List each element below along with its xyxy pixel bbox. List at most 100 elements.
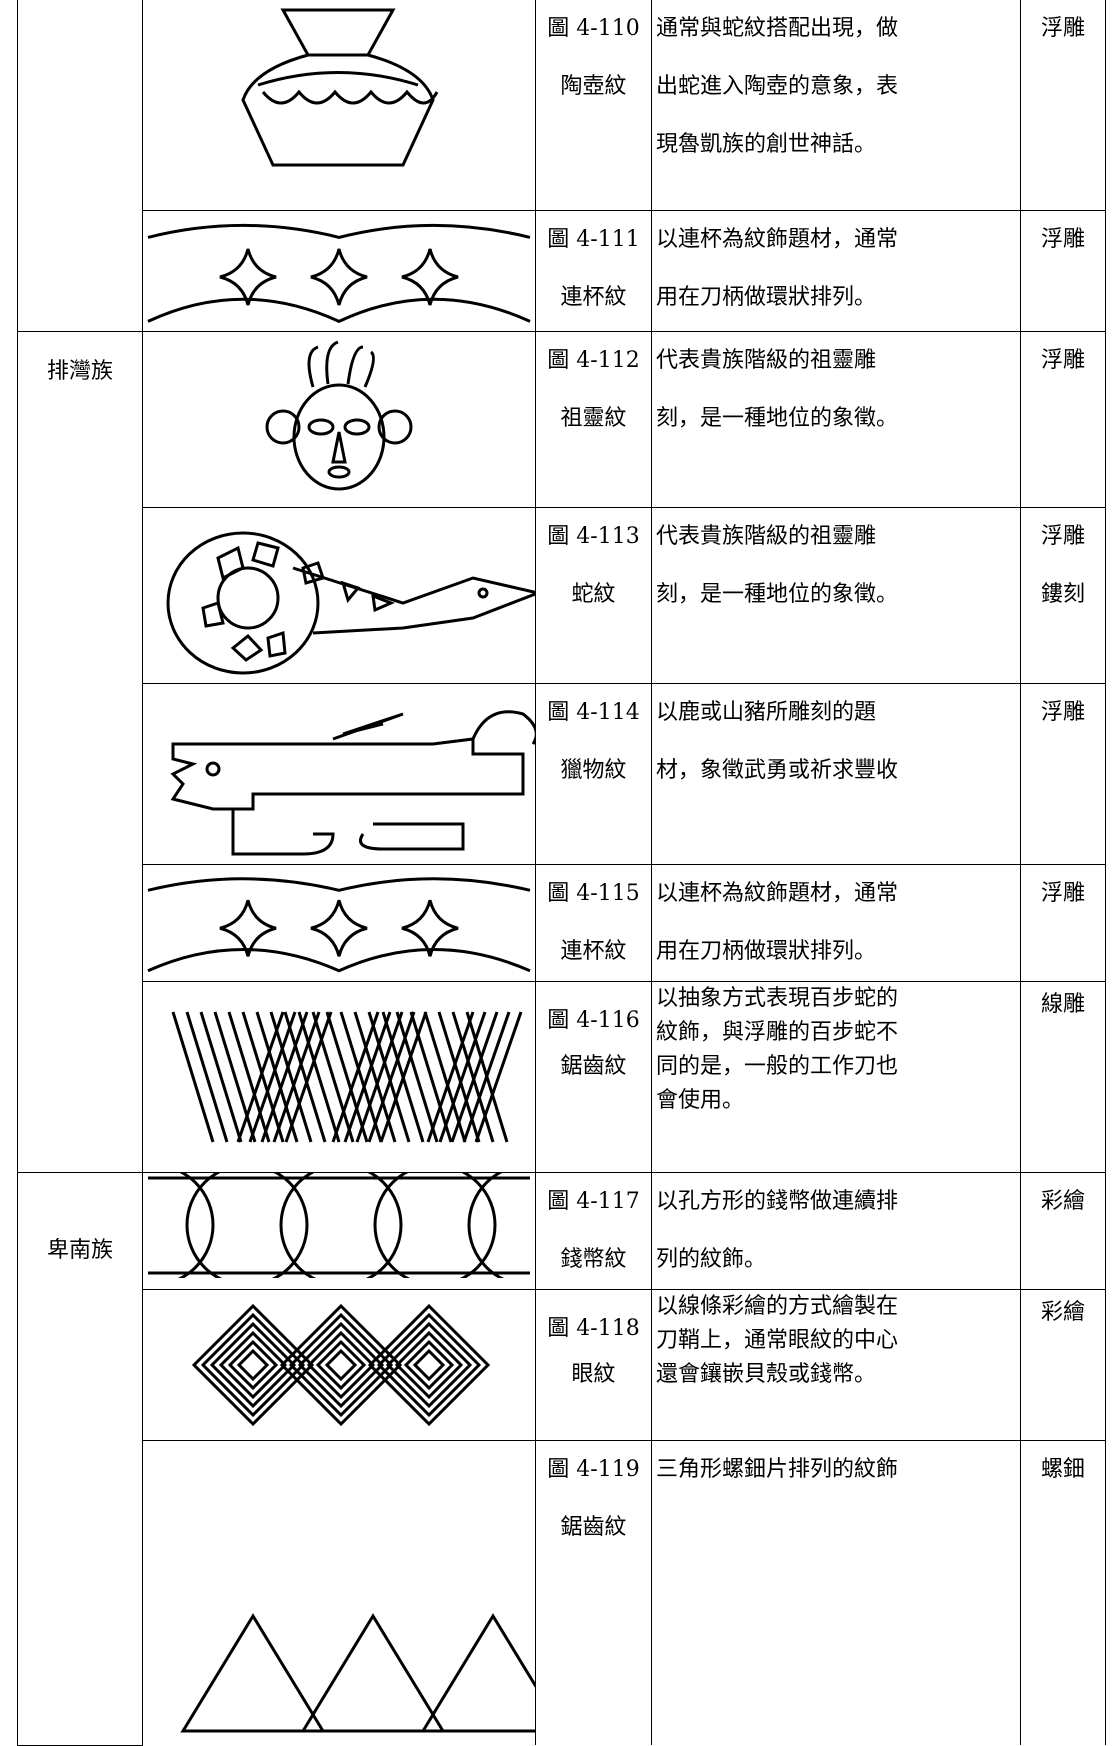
description-cell: 以孔方形的錢幣做連續排 列的紋飾。 [651,1172,1021,1290]
pattern-icon [148,1173,530,1278]
text-line: 圖 4-118 [547,1316,640,1341]
icon-stroke [170,737,525,811]
icon-stroke [185,1173,309,1278]
icon-stroke [331,1011,380,1143]
icon-stroke [403,1339,455,1391]
icon-stroke [471,710,535,745]
figure-cell: 圖 4-117 錢幣紋 [535,1172,652,1290]
icon-stroke [209,1321,297,1409]
icon-stroke [288,1312,394,1418]
text-line: 圖 4-111 [547,227,640,252]
text-line: 浮雕 [1040,700,1085,725]
icon-stroke [401,899,459,957]
icon-stroke [477,587,489,599]
table-row: 排灣族圖 4-112 祖靈紋 代表貴族階級的祖靈雕 刻，是一種地位的象徵。 浮雕 [17,331,1106,1173]
icon-stroke [438,1011,487,1143]
text-line: 圖 4-112 [547,348,640,373]
figure-cell: 圖 4-110 陶壺紋 [535,0,652,211]
icon-stroke [219,899,277,957]
icon-stroke [227,1011,271,1143]
icon-stroke [231,809,465,856]
icon-stroke [426,1011,475,1143]
pattern-table: 圖 4-110 陶壺紋 通常與蛇紋搭配出現，做 出蛇進入陶壺的意象，表 現魯凱族的創世神… [17,0,1106,1746]
icon-stroke [385,1321,473,1409]
technique-cell: 浮雕 [1020,331,1106,508]
icon-stroke [331,431,347,464]
table-row: 圖 4-111 連杯紋 以連杯為紋飾題材，通常 用在刀柄做環狀排列。 浮雕 [18,210,1106,332]
technique-cell: 浮雕 [1020,210,1106,332]
text-line: 以孔方形的錢幣做連續排 [656,1189,899,1214]
text-line: 獵物紋 [560,758,627,783]
text-line: 祖靈紋 [560,406,627,431]
text-line: 同的是，一般的工作刀也 [656,1054,899,1079]
text-line: 鋸齒紋 [560,1054,627,1079]
pattern-icon [170,710,535,856]
table-row: 圖 4-118 眼紋 以線條彩繪的方式繪製在 刀鞘上，通常眼紋的中心 還會鑲嵌貝殼或錢幣… [18,1289,1106,1441]
table-row: 圖 4-115 連杯紋 以連杯為紋飾題材，通常 用在刀柄做環狀排列。 浮雕 [18,864,1106,982]
text-line: 浮雕 [1040,348,1085,373]
icon-stroke [401,248,459,306]
icon-stroke [260,1011,309,1143]
icon-cell [142,210,536,332]
icon-stroke [310,248,368,306]
description-cell: 以線條彩繪的方式繪製在 刀鞘上，通常眼紋的中心 還會鑲嵌貝殼或錢幣。 [651,1289,1021,1441]
icon-cell [142,683,536,865]
icon-stroke [284,1011,333,1143]
text-line: 列的紋飾。 [656,1247,767,1272]
pattern-icon [265,340,413,491]
icon-stroke [343,1011,392,1143]
icon-stroke [265,409,301,445]
text-line: 鋸齒紋 [560,1515,627,1540]
text-line: 刻，是一種地位的象徵。 [656,406,899,431]
text-line: 圖 4-115 [547,881,640,906]
technique-cell: 螺鈿 [1020,1440,1106,1745]
icon-stroke [280,8,396,57]
icon-cell [142,331,536,508]
icon-stroke [395,1011,439,1143]
icon-stroke [147,948,531,973]
icon-stroke [266,630,287,658]
figure-cell: 圖 4-113 蛇紋 [535,507,652,684]
group-cell [17,0,143,332]
icon-stroke [379,1011,428,1143]
description-cell: 代表貴族階級的祖靈雕 刻，是一種地位的象徵。 [651,507,1021,684]
icon-stroke [166,531,320,675]
text-line: 連杯紋 [560,285,627,310]
text-line: 蛇紋 [571,582,616,607]
icon-cell [142,1289,536,1441]
icon-stroke [339,1011,383,1143]
icon-stroke [201,601,225,628]
icon-stroke [315,1339,367,1391]
figure-cell: 圖 4-114 獵物紋 [535,683,652,865]
text-line: 以抽象方式表現百步蛇的 [656,986,899,1011]
icon-stroke [177,1173,215,1278]
pattern-icon [147,877,531,973]
text-line: 以線條彩繪的方式繪製在 [656,1294,899,1319]
icon-stroke [257,71,419,87]
pattern-icon [171,1011,523,1143]
text-line: 圖 4-114 [547,700,640,725]
icon-stroke [147,223,531,239]
icon-stroke [241,1011,285,1143]
text-line: 會使用。 [656,1088,745,1113]
text-line: 材，象徵武勇或祈求豐收 [656,758,899,783]
icon-stroke [367,1011,416,1143]
icon-stroke [301,561,325,585]
icon-stroke [148,1176,530,1275]
pattern-icon [241,8,439,167]
text-line: 鏤刻 [1040,582,1085,607]
icon-stroke [255,1011,299,1143]
icon-stroke [199,1011,243,1143]
pattern-icon [147,223,531,324]
text-line: 圖 4-113 [547,524,640,549]
icon-stroke [272,1011,321,1143]
text-line: 以連杯為紋飾題材，通常 [656,227,899,252]
description-cell: 通常與蛇紋搭配出現，做 出蛇進入陶壺的意象，表 現魯凱族的創世神話。 [651,0,1021,211]
text-line: 刻，是一種地位的象徵。 [656,582,899,607]
icon-stroke [420,1613,535,1733]
technique-cell: 彩繪 [1020,1289,1106,1441]
icon-stroke [343,418,371,436]
icon-stroke [300,1613,446,1733]
icon-stroke [171,1011,215,1143]
group-cell: 卑南族 [17,1172,143,1746]
